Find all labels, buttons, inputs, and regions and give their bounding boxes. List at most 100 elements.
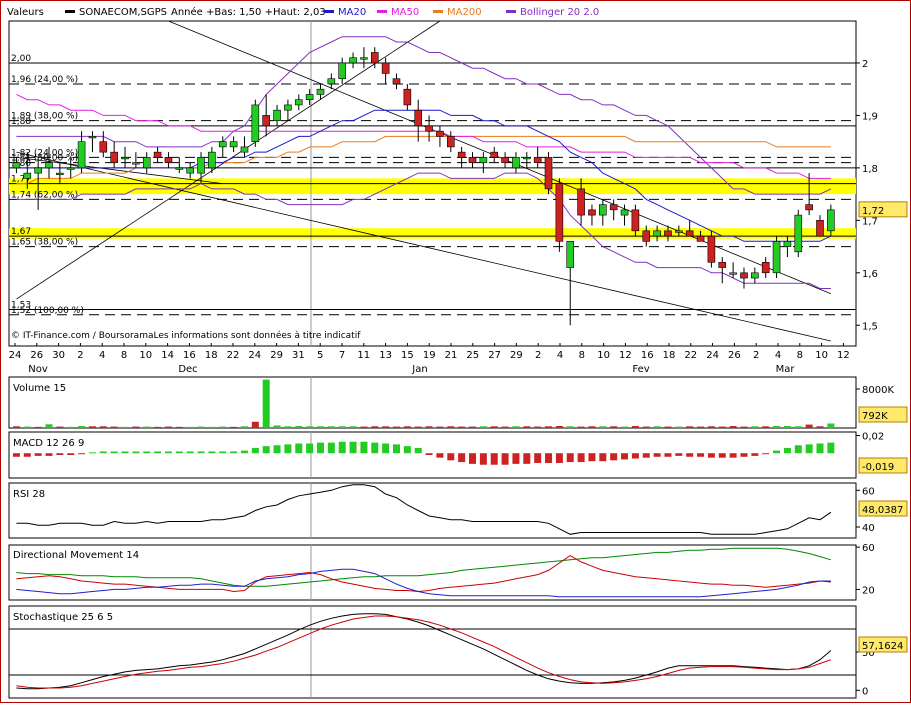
macd-bar-40 bbox=[447, 453, 455, 461]
volume-bar-46 bbox=[512, 426, 520, 428]
level-label-0: 2,00 bbox=[11, 54, 31, 64]
candle-body-45 bbox=[501, 157, 509, 163]
macd-bar-75 bbox=[827, 442, 835, 454]
macd-bar-57 bbox=[631, 453, 639, 459]
volume-bar-43 bbox=[479, 426, 487, 428]
candle-body-32 bbox=[360, 57, 368, 60]
volume-bar-59 bbox=[653, 426, 661, 428]
candle-body-34 bbox=[381, 62, 390, 74]
rsi-last-value: 48,0387 bbox=[862, 505, 903, 516]
macd-bar-34 bbox=[382, 443, 390, 454]
volume-bar-0 bbox=[12, 426, 20, 428]
rsi-last-value-box bbox=[858, 500, 908, 517]
macd-title: MACD 12 26 9 bbox=[13, 438, 84, 449]
macd-bar-14 bbox=[164, 451, 172, 454]
volume-bar-12 bbox=[143, 426, 151, 428]
macd-bar-22 bbox=[251, 447, 259, 454]
ma20-line bbox=[16, 109, 832, 242]
volume-bar-2 bbox=[34, 426, 42, 428]
macd-bar-26 bbox=[295, 443, 303, 454]
macd-bar-33 bbox=[371, 442, 379, 454]
stoch-panel-frame bbox=[8, 605, 857, 699]
candle-body-29 bbox=[327, 78, 336, 85]
macd-bar-6 bbox=[78, 453, 86, 455]
volume-bar-58 bbox=[642, 426, 650, 428]
price-ytick-label-1: 1,9 bbox=[862, 111, 878, 122]
volume-ytick-label-0: 8000K bbox=[862, 385, 894, 396]
candle-body-6 bbox=[77, 141, 86, 169]
date-label-31: 22 bbox=[684, 350, 697, 361]
volume-bar-75 bbox=[827, 423, 835, 428]
volume-bar-13 bbox=[154, 426, 162, 428]
legend-label-1: MA50 bbox=[391, 7, 419, 18]
date-label-12: 29 bbox=[270, 350, 283, 361]
candle-body-28 bbox=[316, 88, 325, 95]
candle-body-49 bbox=[544, 157, 553, 190]
volume-bar-19 bbox=[219, 426, 227, 428]
macd-bar-20 bbox=[230, 451, 238, 454]
date-label-10: 22 bbox=[227, 350, 240, 361]
macd-bar-12 bbox=[143, 451, 151, 454]
macd-bar-29 bbox=[327, 442, 335, 454]
volume-bar-1 bbox=[23, 426, 31, 428]
rsi-ytick-label-1: 40 bbox=[862, 523, 875, 534]
footer-note: © IT-Finance.com / BoursoramaLes informa… bbox=[11, 330, 361, 341]
volume-bar-66 bbox=[729, 426, 737, 428]
date-label-15: 7 bbox=[339, 350, 345, 361]
volume-bar-60 bbox=[664, 426, 672, 428]
dm-ytick-label-1: 20 bbox=[862, 585, 875, 596]
date-label-28: 12 bbox=[619, 350, 632, 361]
date-label-4: 4 bbox=[99, 350, 105, 361]
volume-bar-6 bbox=[78, 426, 86, 428]
dm-panel-frame bbox=[8, 544, 857, 601]
volume-bar-30 bbox=[338, 426, 346, 428]
rsi-title: RSI 28 bbox=[13, 489, 45, 500]
level-label-10: 1,65 (38,00 %) bbox=[11, 238, 78, 248]
volume-bar-8 bbox=[99, 426, 107, 428]
candle-body-12 bbox=[142, 157, 151, 169]
dm-line-2 bbox=[16, 568, 831, 598]
candle-body-3 bbox=[45, 162, 53, 169]
volume-bar-16 bbox=[186, 426, 194, 428]
volume-bar-44 bbox=[490, 426, 498, 428]
volume-bar-23 bbox=[262, 379, 270, 428]
volume-bar-3 bbox=[45, 424, 53, 428]
macd-bar-58 bbox=[642, 453, 650, 458]
candle-body-48 bbox=[533, 157, 542, 163]
volume-bar-22 bbox=[251, 421, 259, 428]
macd-bar-21 bbox=[240, 450, 248, 454]
stoch-last-value: 57,1624 bbox=[862, 641, 903, 652]
macd-bar-41 bbox=[458, 453, 466, 463]
candle-body-57 bbox=[631, 209, 640, 232]
volume-bar-51 bbox=[566, 426, 574, 428]
macd-bar-52 bbox=[577, 453, 585, 463]
legend-swatch-2 bbox=[433, 10, 443, 13]
macd-bar-38 bbox=[425, 453, 433, 455]
month-label-2: Jan bbox=[411, 364, 427, 375]
volume-bar-42 bbox=[469, 426, 477, 428]
macd-bar-3 bbox=[45, 453, 53, 456]
level-label-11: 1,53 bbox=[11, 301, 31, 311]
date-label-16: 11 bbox=[357, 350, 370, 361]
macd-bar-44 bbox=[490, 453, 498, 465]
candle-body-47 bbox=[523, 157, 531, 160]
macd-last-value: -0,019 bbox=[862, 462, 894, 473]
date-label-17: 13 bbox=[379, 350, 392, 361]
candle-body-65 bbox=[718, 262, 727, 268]
volume-bar-67 bbox=[740, 426, 748, 428]
volume-bar-74 bbox=[816, 426, 824, 428]
date-label-37: 10 bbox=[815, 350, 828, 361]
macd-panel-frame bbox=[8, 431, 857, 479]
candle-body-38 bbox=[425, 125, 433, 132]
date-label-1: 26 bbox=[30, 350, 43, 361]
candle-body-0 bbox=[12, 162, 21, 169]
dm-title: Directional Movement 14 bbox=[13, 550, 139, 561]
macd-bar-48 bbox=[534, 453, 542, 463]
price-ytick-label-4: 1,6 bbox=[862, 269, 878, 280]
macd-bar-73 bbox=[805, 444, 813, 454]
volume-bar-49 bbox=[545, 426, 553, 428]
macd-bar-65 bbox=[718, 453, 726, 458]
level-label-7: 1,77 bbox=[11, 175, 31, 185]
volume-bar-70 bbox=[773, 426, 781, 428]
